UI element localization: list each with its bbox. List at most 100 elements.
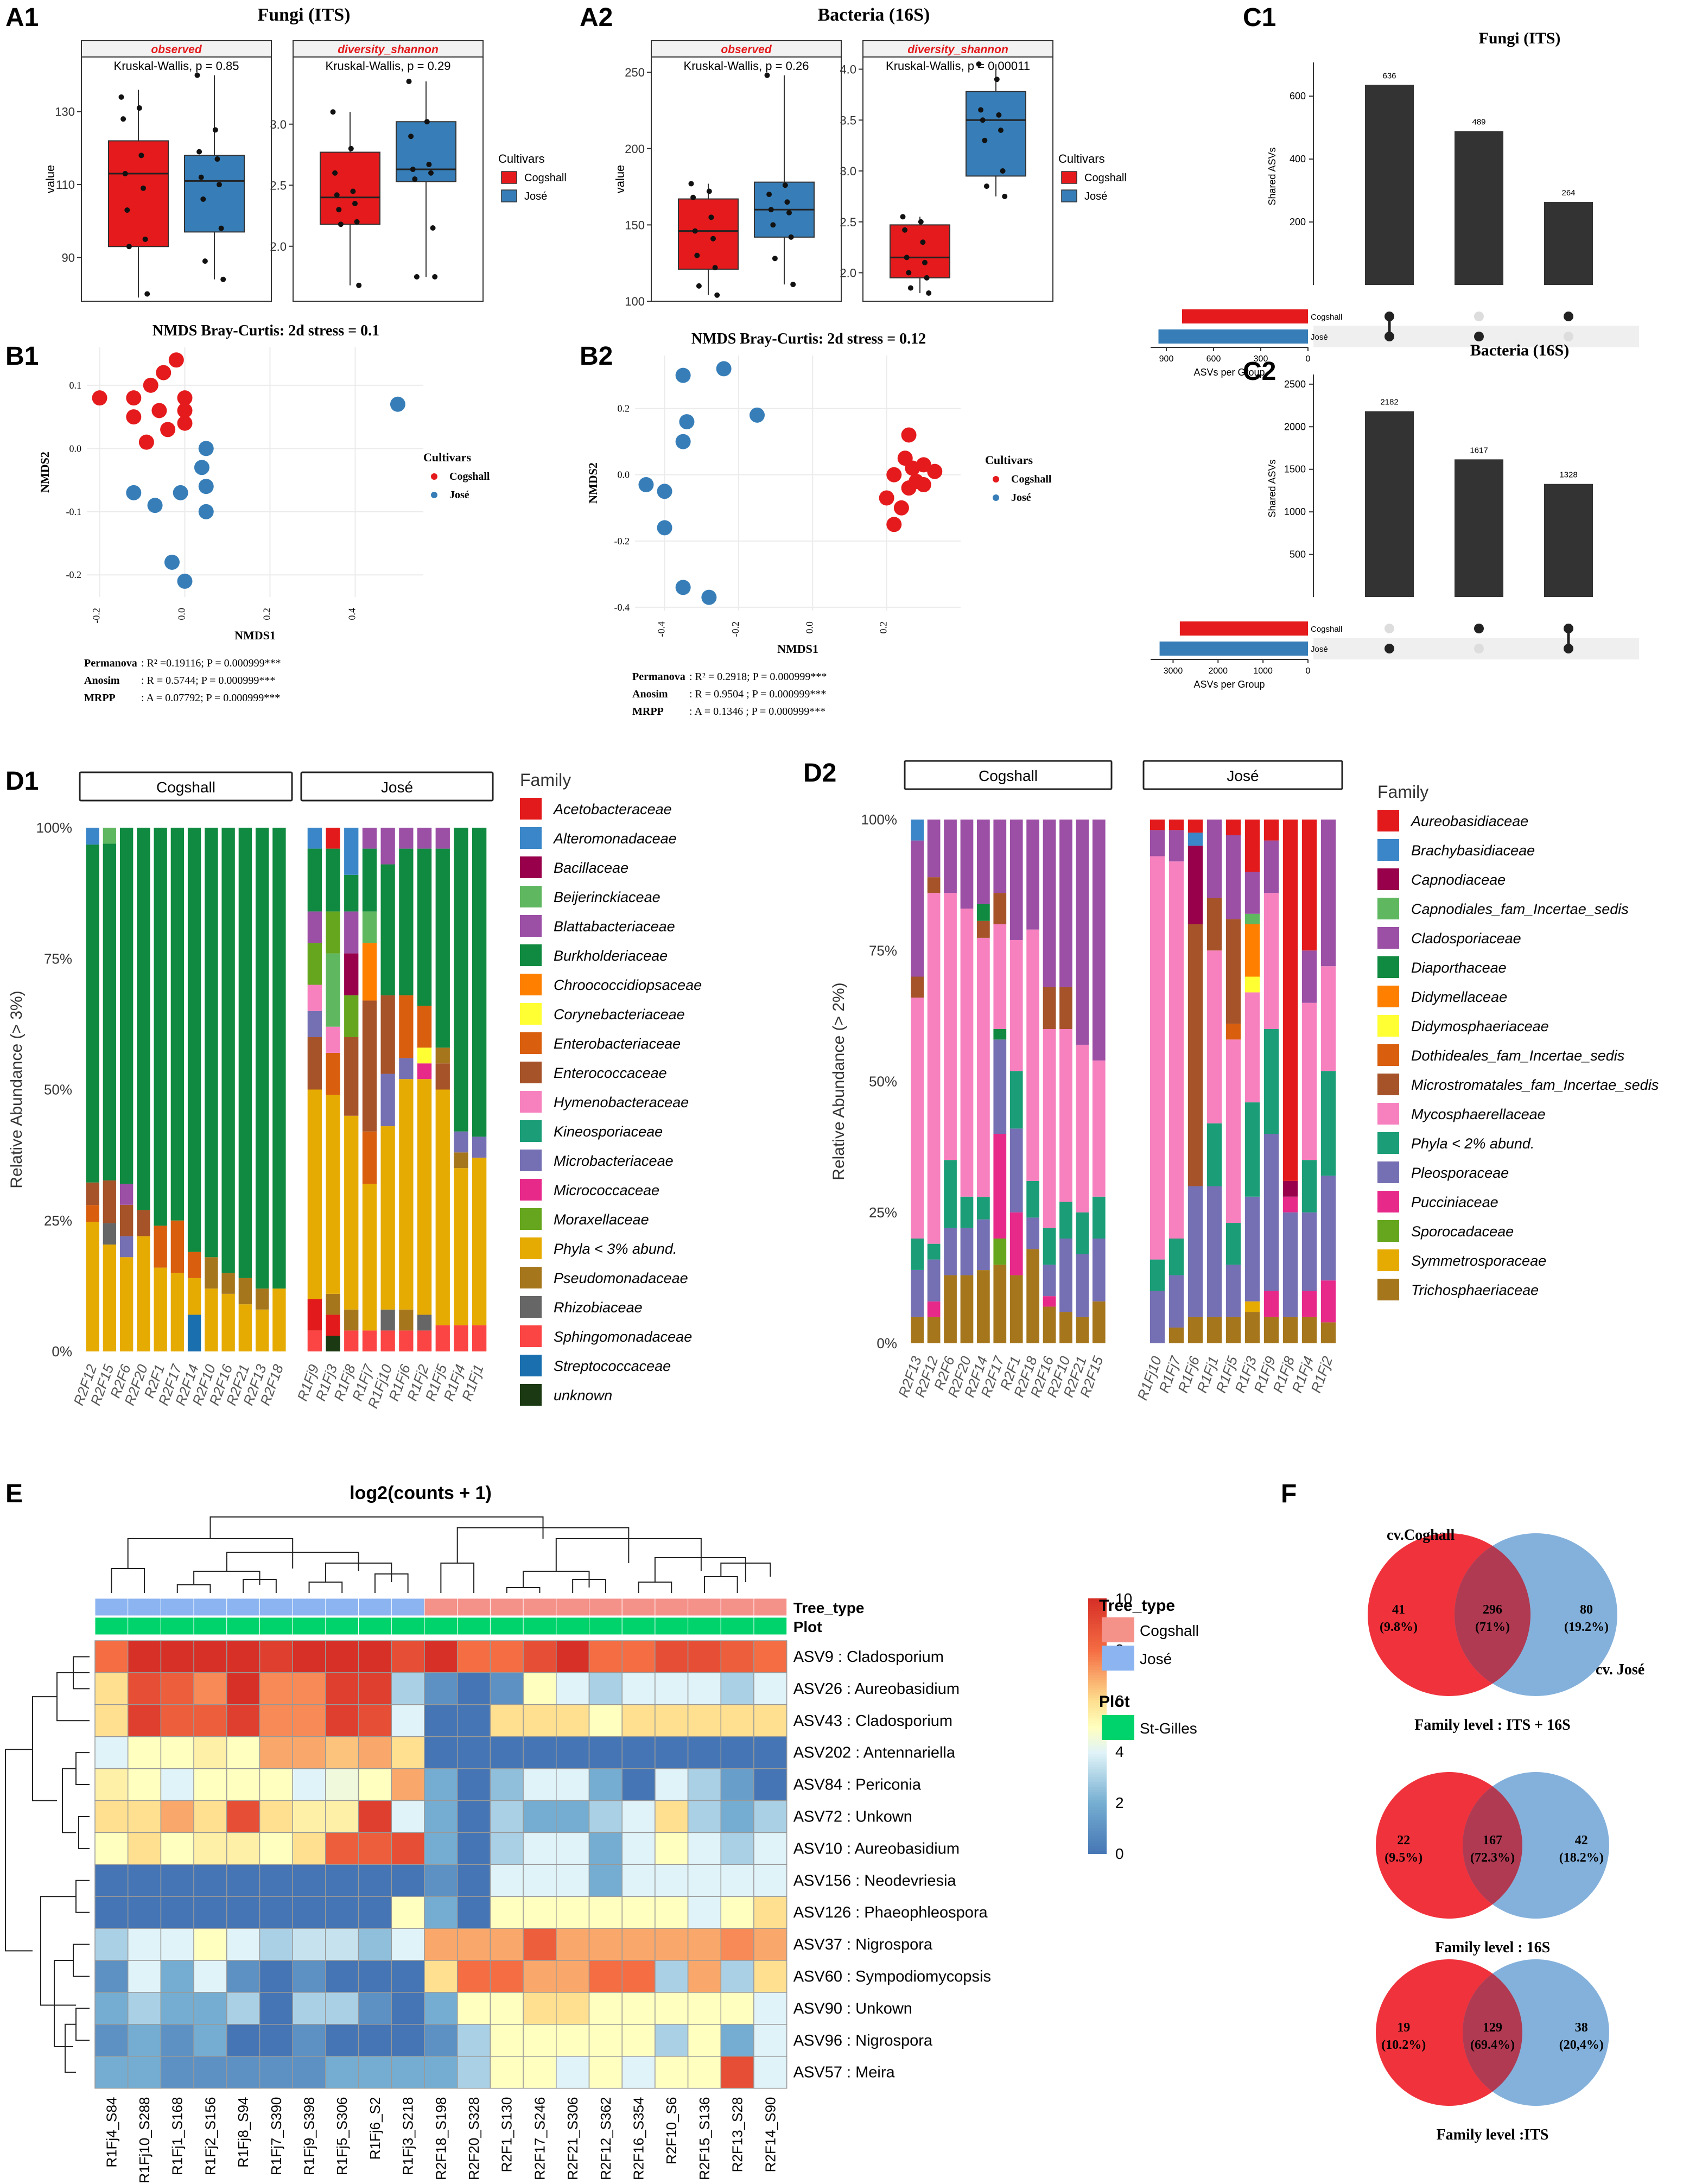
x-axis-label: ASVs per Group <box>1193 679 1265 690</box>
heatmap-cell <box>391 1640 425 1673</box>
heatmap-cell <box>456 1640 491 1673</box>
heatmap-cell <box>325 1736 359 1769</box>
heatmap-cell <box>226 2055 261 2089</box>
dendrogram-branch <box>54 1960 73 2048</box>
heatmap-cell <box>655 1672 689 1705</box>
heatmap-cell <box>160 1736 194 1769</box>
heatmap-cell <box>391 1672 425 1705</box>
heatmap-cell <box>226 2024 261 2057</box>
nmds-point <box>638 477 654 493</box>
heatmap-col-label: R2F14_S90 <box>762 2097 778 2173</box>
heatmap-cell <box>655 2055 689 2089</box>
y-tick-label: 3.5 <box>840 113 856 127</box>
heatmap-cell <box>424 1896 458 1929</box>
stacked-bar-segment <box>1282 1317 1298 1343</box>
y-axis-label: NMDS2 <box>586 462 600 504</box>
stacked-bar-segment <box>1206 950 1222 1123</box>
heatmap-cell <box>456 1896 491 1929</box>
colorbar-segment <box>1088 1833 1107 1837</box>
stacked-bar-segment <box>1301 1212 1317 1291</box>
panel-d1: Relative Abundance (> 3%) 0% 25% 50% 75% 100%… <box>8 770 702 1411</box>
colorbar-segment <box>1088 1629 1107 1633</box>
stacked-bar-segment <box>1244 1196 1260 1301</box>
stacked-bar-segment <box>1059 1312 1072 1343</box>
venn-mid-pct: (72.3%) <box>1470 1851 1515 1865</box>
heatmap-cell <box>292 1640 326 1673</box>
panel-label-c2: C2 <box>1243 357 1276 386</box>
nmds-point <box>177 390 193 406</box>
legend-label: Phyla < 2% abund. <box>1411 1135 1534 1152</box>
venn-left-pct: (9.8%) <box>1380 1620 1418 1634</box>
panel-e: log2(counts + 1) Tree_type Plot ASV9 : Clad… <box>5 1483 1199 2183</box>
stacked-bar-segment <box>1168 820 1184 830</box>
heatmap-col-label: R1Fj5_S306 <box>334 2097 350 2176</box>
set-size-bar <box>1158 329 1308 344</box>
data-point <box>120 116 126 122</box>
colorbar-segment <box>1088 1802 1107 1806</box>
heatmap-cell <box>523 1736 557 1769</box>
legend-key <box>520 1237 542 1259</box>
stacked-bar-segment <box>362 1184 377 1331</box>
stacked-bar-segment <box>86 1222 99 1351</box>
legend-label: Pseudomonadaceae <box>554 1270 688 1286</box>
stacked-bar-segment <box>1150 820 1165 830</box>
data-point <box>348 145 354 151</box>
heatmap-cell <box>523 1768 557 1801</box>
stacked-bar-segment <box>1282 1180 1298 1197</box>
stacked-bar-segment <box>1320 1071 1336 1176</box>
b-title: NMDS Bray-Curtis: 2d stress = 0.1 <box>153 322 379 339</box>
stacked-bar-segment <box>1225 1024 1241 1040</box>
heatmap-cell <box>490 1896 524 1929</box>
nmds-point <box>879 490 894 506</box>
heatmap-cell <box>523 1800 557 1833</box>
heatmap-cell <box>160 1864 194 1897</box>
stacked-bar-segment <box>1263 1134 1279 1291</box>
stacked-bar-segment <box>993 1134 1007 1239</box>
y-tick-label: 200 <box>625 142 645 156</box>
colorbar-segment <box>1088 1779 1107 1783</box>
heatmap-cell <box>193 1672 227 1705</box>
heatmap-cell <box>556 1960 590 1993</box>
x-tick-label: 3000 <box>1164 666 1183 676</box>
heatmap-cell <box>160 1800 194 1833</box>
colorbar-segment <box>1088 1792 1107 1795</box>
legend-label: Enterococcaceae <box>554 1065 667 1081</box>
heatmap-cell <box>226 1928 261 1961</box>
stacked-bar-segment <box>472 1137 487 1158</box>
data-point <box>708 214 714 220</box>
dendrogram-branch <box>62 1768 76 1833</box>
annotation-tree-type-cell <box>523 1598 557 1616</box>
stacked-bar-segment <box>344 1309 359 1331</box>
heatmap-cell <box>292 1704 326 1737</box>
stacked-bar-segment <box>154 1267 167 1351</box>
y-tick-label: 500 <box>1290 549 1306 560</box>
colorbar-segment <box>1088 1749 1107 1752</box>
stacked-bar-segment <box>187 1278 201 1315</box>
heatmap-cell <box>94 1832 129 1865</box>
stacked-bar-segment <box>911 1269 924 1317</box>
a-ylabel: value <box>43 165 57 194</box>
nmds-point <box>151 403 167 418</box>
heatmap-cell <box>391 2055 425 2089</box>
heatmap-cell <box>753 1928 788 1961</box>
data-point <box>907 285 913 291</box>
stacked-bar-segment <box>927 893 941 1244</box>
stacked-bar-segment <box>380 828 395 865</box>
y-tick-label: 130 <box>55 105 75 119</box>
legend-key <box>1102 1646 1134 1671</box>
heatmap-cell <box>292 1768 326 1801</box>
stacked-bar-segment <box>326 1315 340 1336</box>
stacked-bar-segment <box>1244 1102 1260 1197</box>
stacked-bar-segment <box>103 1180 117 1223</box>
heatmap-cell <box>588 2024 623 2057</box>
data-point <box>336 207 342 213</box>
heatmap-cell <box>94 2024 129 2057</box>
colorbar-segment <box>1088 1667 1107 1671</box>
legend-key <box>520 1150 542 1171</box>
nmds-point <box>675 367 691 383</box>
a-title: Fungi (ITS) <box>258 5 351 25</box>
annotation-tree-type-cell <box>226 1598 260 1616</box>
legend-label: Enterobacteriaceae <box>554 1036 681 1052</box>
colorbar-segment <box>1088 1736 1107 1739</box>
heatmap-cell <box>556 1640 590 1673</box>
